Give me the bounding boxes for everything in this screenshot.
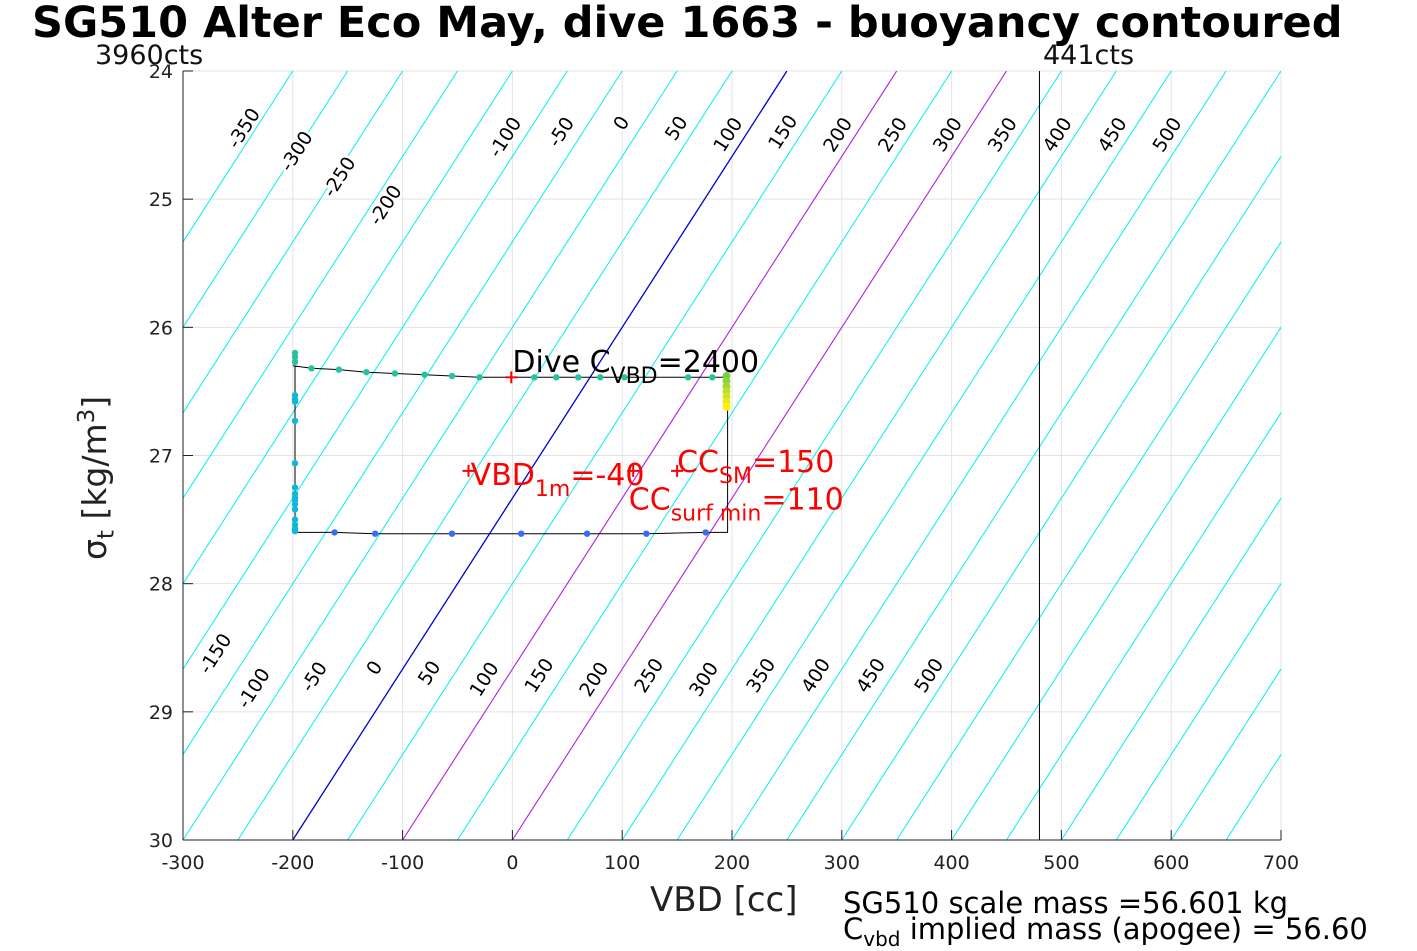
contour-label-bottom: 200 [575,658,613,700]
contour-label-top: 250 [874,114,912,156]
contour-label-bottom: 250 [630,654,668,696]
x-tick-label: 300 [824,852,860,874]
contour-label-bottom: -150 [195,630,237,678]
contour-label-top: 400 [1039,114,1077,156]
contour-label-top: -350 [223,104,265,152]
x-tick-label: 0 [506,852,518,874]
contour-label-top: 200 [819,114,857,156]
x-tick-label: 500 [1043,852,1079,874]
data-point-blue [643,530,649,536]
data-point-cyan [292,484,298,490]
contour-label-top: 300 [929,114,967,156]
contour-line [1281,71,1417,840]
contour-label-top: 500 [1148,114,1186,156]
contour-label-top: 100 [709,114,747,156]
data-point-cyan [292,528,298,534]
contour-label-top: 350 [984,114,1022,156]
y-tick-label: 30 [149,830,173,852]
y-tick-label: 28 [149,574,173,596]
grid [183,71,1281,840]
data-point-cyan [292,506,298,512]
data-point-teal [292,359,298,365]
data-point-teal [449,373,455,379]
data-point-blue [372,530,378,536]
x-tick-label: -300 [161,852,204,874]
data-point-teal [308,365,314,371]
x-tick-label: 600 [1153,852,1189,874]
data-point-teal [421,372,427,378]
x-tick-label: 200 [714,852,750,874]
contour-label-bottom: 500 [910,654,948,696]
contour-label-bottom: 50 [414,657,446,689]
data-point-blue [449,530,455,536]
y-tick-label: 29 [149,702,173,724]
x-tick-label: 700 [1263,852,1299,874]
right-counts-label: 441cts [1043,40,1134,71]
data-point-blue [331,529,337,535]
x-tick-label: -200 [271,852,314,874]
chart-title: SG510 Alter Eco May, dive 1663 - buoyanc… [32,0,1343,48]
surface-point [723,403,731,411]
contour-label-bottom: 450 [852,654,890,696]
data-point-teal [336,366,342,372]
contour-label-bottom: 350 [742,654,780,696]
contour-label-top: -100 [484,113,526,161]
contour-label-bottom: 400 [797,654,835,696]
contour-label-top: -300 [276,127,318,175]
contour-label-bottom: -100 [233,664,275,712]
dive-cvbd-annotation: Dive CVBD=2400 [512,345,759,390]
data-point-cyan [292,460,298,466]
data-point-teal [476,374,482,380]
y-axis-label: σt [kg/m3] [74,396,120,560]
data-point-cyan [292,398,298,404]
x-tick-label: 400 [933,852,969,874]
contour-label-bottom: 150 [520,654,558,696]
data-point-blue [518,530,524,536]
y-tick-label: 26 [149,317,173,339]
x-axis-label: VBD [cc] [650,880,798,920]
left-counts-label: 3960cts [95,40,203,71]
contour-label-top: -250 [319,153,361,201]
contour-label-top: 150 [764,111,802,153]
x-tick-label: 100 [604,852,640,874]
data-point-cyan [292,418,298,424]
contour-label-top: 450 [1094,114,1132,156]
data-point-blue [702,529,708,535]
data-point-blue [584,530,590,536]
contour-label-bottom: 100 [465,658,503,700]
contour-label-bottom: 0 [362,657,387,679]
contour-label-bottom: -50 [297,658,332,696]
vbd-1m-annotation: VBD1m=-40 [471,458,645,503]
data-point-teal [363,369,369,375]
y-tick-label: 25 [149,189,173,211]
data-point-teal [392,370,398,376]
x-tick-label: -100 [381,852,424,874]
contour-label-bottom: 300 [685,658,723,700]
y-tick-label: 27 [149,446,173,468]
